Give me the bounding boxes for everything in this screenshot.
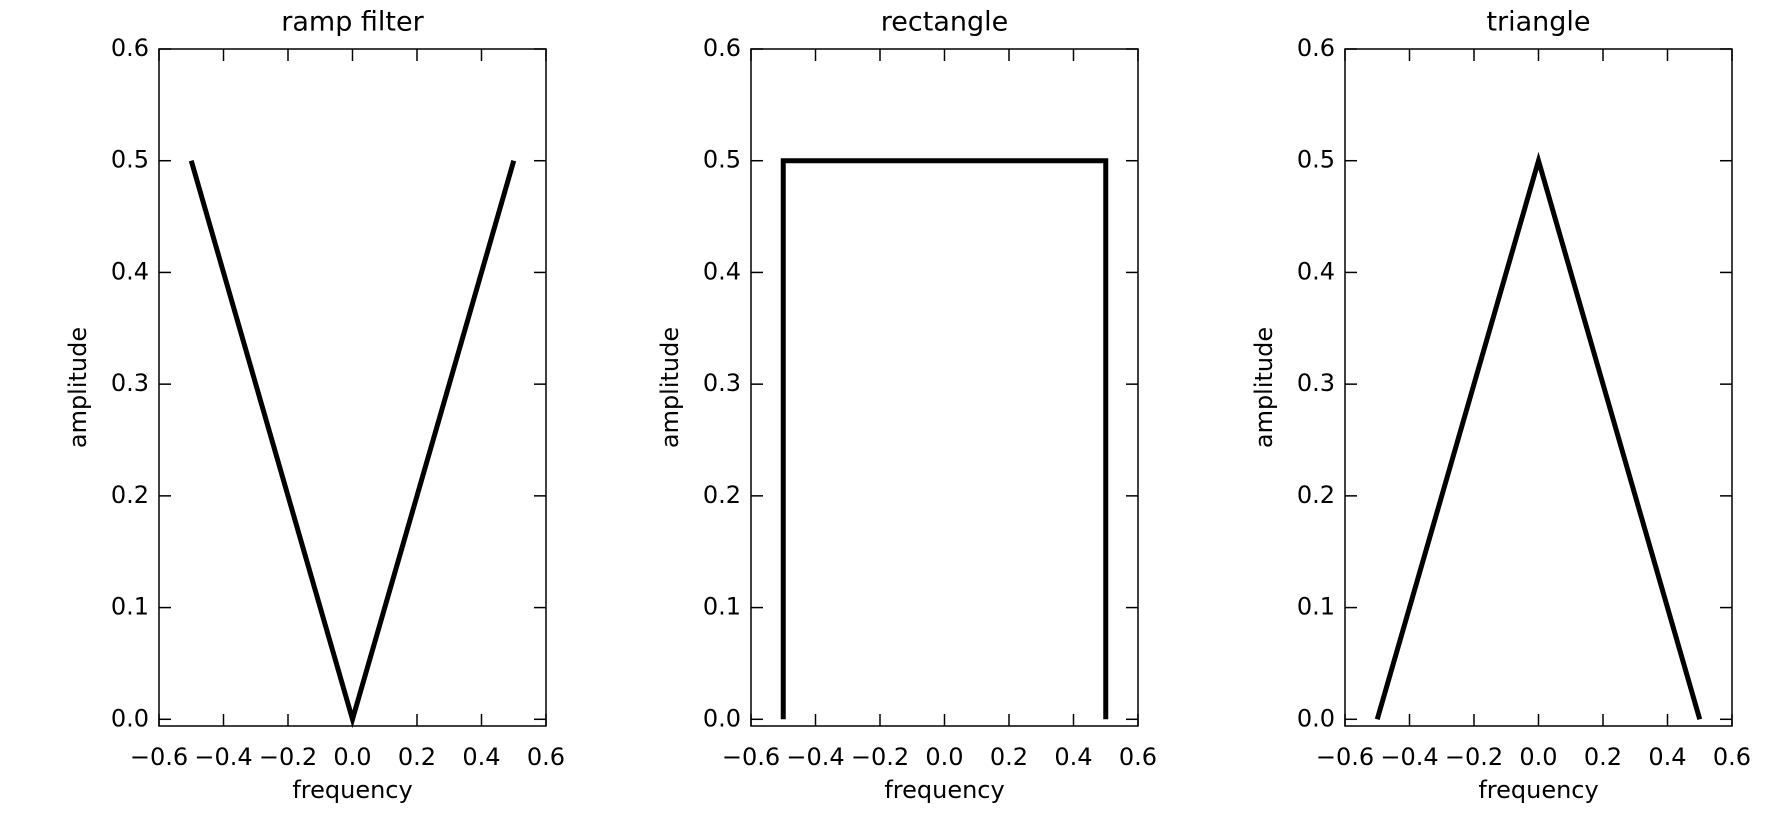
y-tick-label: 0.4 bbox=[111, 257, 149, 285]
x-tick-label: 0.2 bbox=[398, 743, 436, 771]
y-tick-label: 0.3 bbox=[703, 369, 741, 397]
y-tick-label: 0.0 bbox=[703, 704, 741, 732]
x-tick-label: 0.4 bbox=[462, 743, 500, 771]
x-tick-label: −0.2 bbox=[259, 743, 317, 771]
y-tick-label: 0.2 bbox=[1297, 481, 1335, 509]
y-tick-label: 0.1 bbox=[1297, 593, 1335, 621]
y-tick-label: 0.6 bbox=[111, 34, 149, 62]
x-tick-label: 0.2 bbox=[1584, 743, 1622, 771]
chart-title: rectangle bbox=[881, 7, 1008, 38]
x-tick-label: 0.0 bbox=[925, 743, 963, 771]
plot-frame bbox=[158, 48, 547, 727]
y-tick-label: 0.1 bbox=[111, 593, 149, 621]
x-tick-label: −0.6 bbox=[130, 743, 188, 771]
chart-title: triangle bbox=[1486, 7, 1590, 38]
y-tick-label: 0.5 bbox=[703, 146, 741, 174]
data-line bbox=[188, 160, 517, 729]
y-tick-label: 0.6 bbox=[1297, 34, 1335, 62]
y-tick-label: 0.1 bbox=[703, 593, 741, 621]
y-tick-label: 0.4 bbox=[703, 257, 741, 285]
y-tick-label: 0.2 bbox=[703, 481, 741, 509]
plot-frame bbox=[750, 48, 1139, 727]
y-tick-label: 0.2 bbox=[111, 481, 149, 509]
x-tick-label: −0.4 bbox=[1380, 743, 1438, 771]
y-axis-label: amplitude bbox=[1250, 327, 1278, 448]
x-tick-label: 0.0 bbox=[333, 743, 371, 771]
x-tick-label: 0.2 bbox=[990, 743, 1028, 771]
y-axis-label: amplitude bbox=[64, 327, 92, 448]
y-tick-label: 0.5 bbox=[1297, 146, 1335, 174]
y-tick-label: 0.5 bbox=[111, 146, 149, 174]
chart-title: ramp filter bbox=[281, 7, 424, 38]
data-line bbox=[780, 158, 1109, 720]
y-tick-label: 0.3 bbox=[1297, 369, 1335, 397]
x-tick-label: 0.4 bbox=[1054, 743, 1092, 771]
y-tick-label: 0.0 bbox=[1297, 704, 1335, 732]
y-tick-label: 0.6 bbox=[703, 34, 741, 62]
x-tick-label: 0.6 bbox=[1119, 743, 1157, 771]
x-tick-label: 0.0 bbox=[1519, 743, 1557, 771]
x-tick-label: 0.6 bbox=[1713, 743, 1751, 771]
x-axis-label: frequency bbox=[1478, 776, 1598, 804]
y-tick-label: 0.3 bbox=[111, 369, 149, 397]
x-tick-label: 0.4 bbox=[1648, 743, 1686, 771]
y-tick-label: 0.4 bbox=[1297, 257, 1335, 285]
x-tick-label: 0.6 bbox=[527, 743, 565, 771]
x-tick-label: −0.4 bbox=[194, 743, 252, 771]
y-axis-label: amplitude bbox=[656, 327, 684, 448]
data-line bbox=[1374, 151, 1703, 720]
y-tick-label: 0.0 bbox=[111, 704, 149, 732]
x-tick-label: −0.6 bbox=[722, 743, 780, 771]
x-tick-label: −0.2 bbox=[851, 743, 909, 771]
x-axis-label: frequency bbox=[292, 776, 412, 804]
x-tick-label: −0.6 bbox=[1316, 743, 1374, 771]
x-tick-label: −0.2 bbox=[1445, 743, 1503, 771]
x-tick-label: −0.4 bbox=[786, 743, 844, 771]
x-axis-label: frequency bbox=[884, 776, 1004, 804]
